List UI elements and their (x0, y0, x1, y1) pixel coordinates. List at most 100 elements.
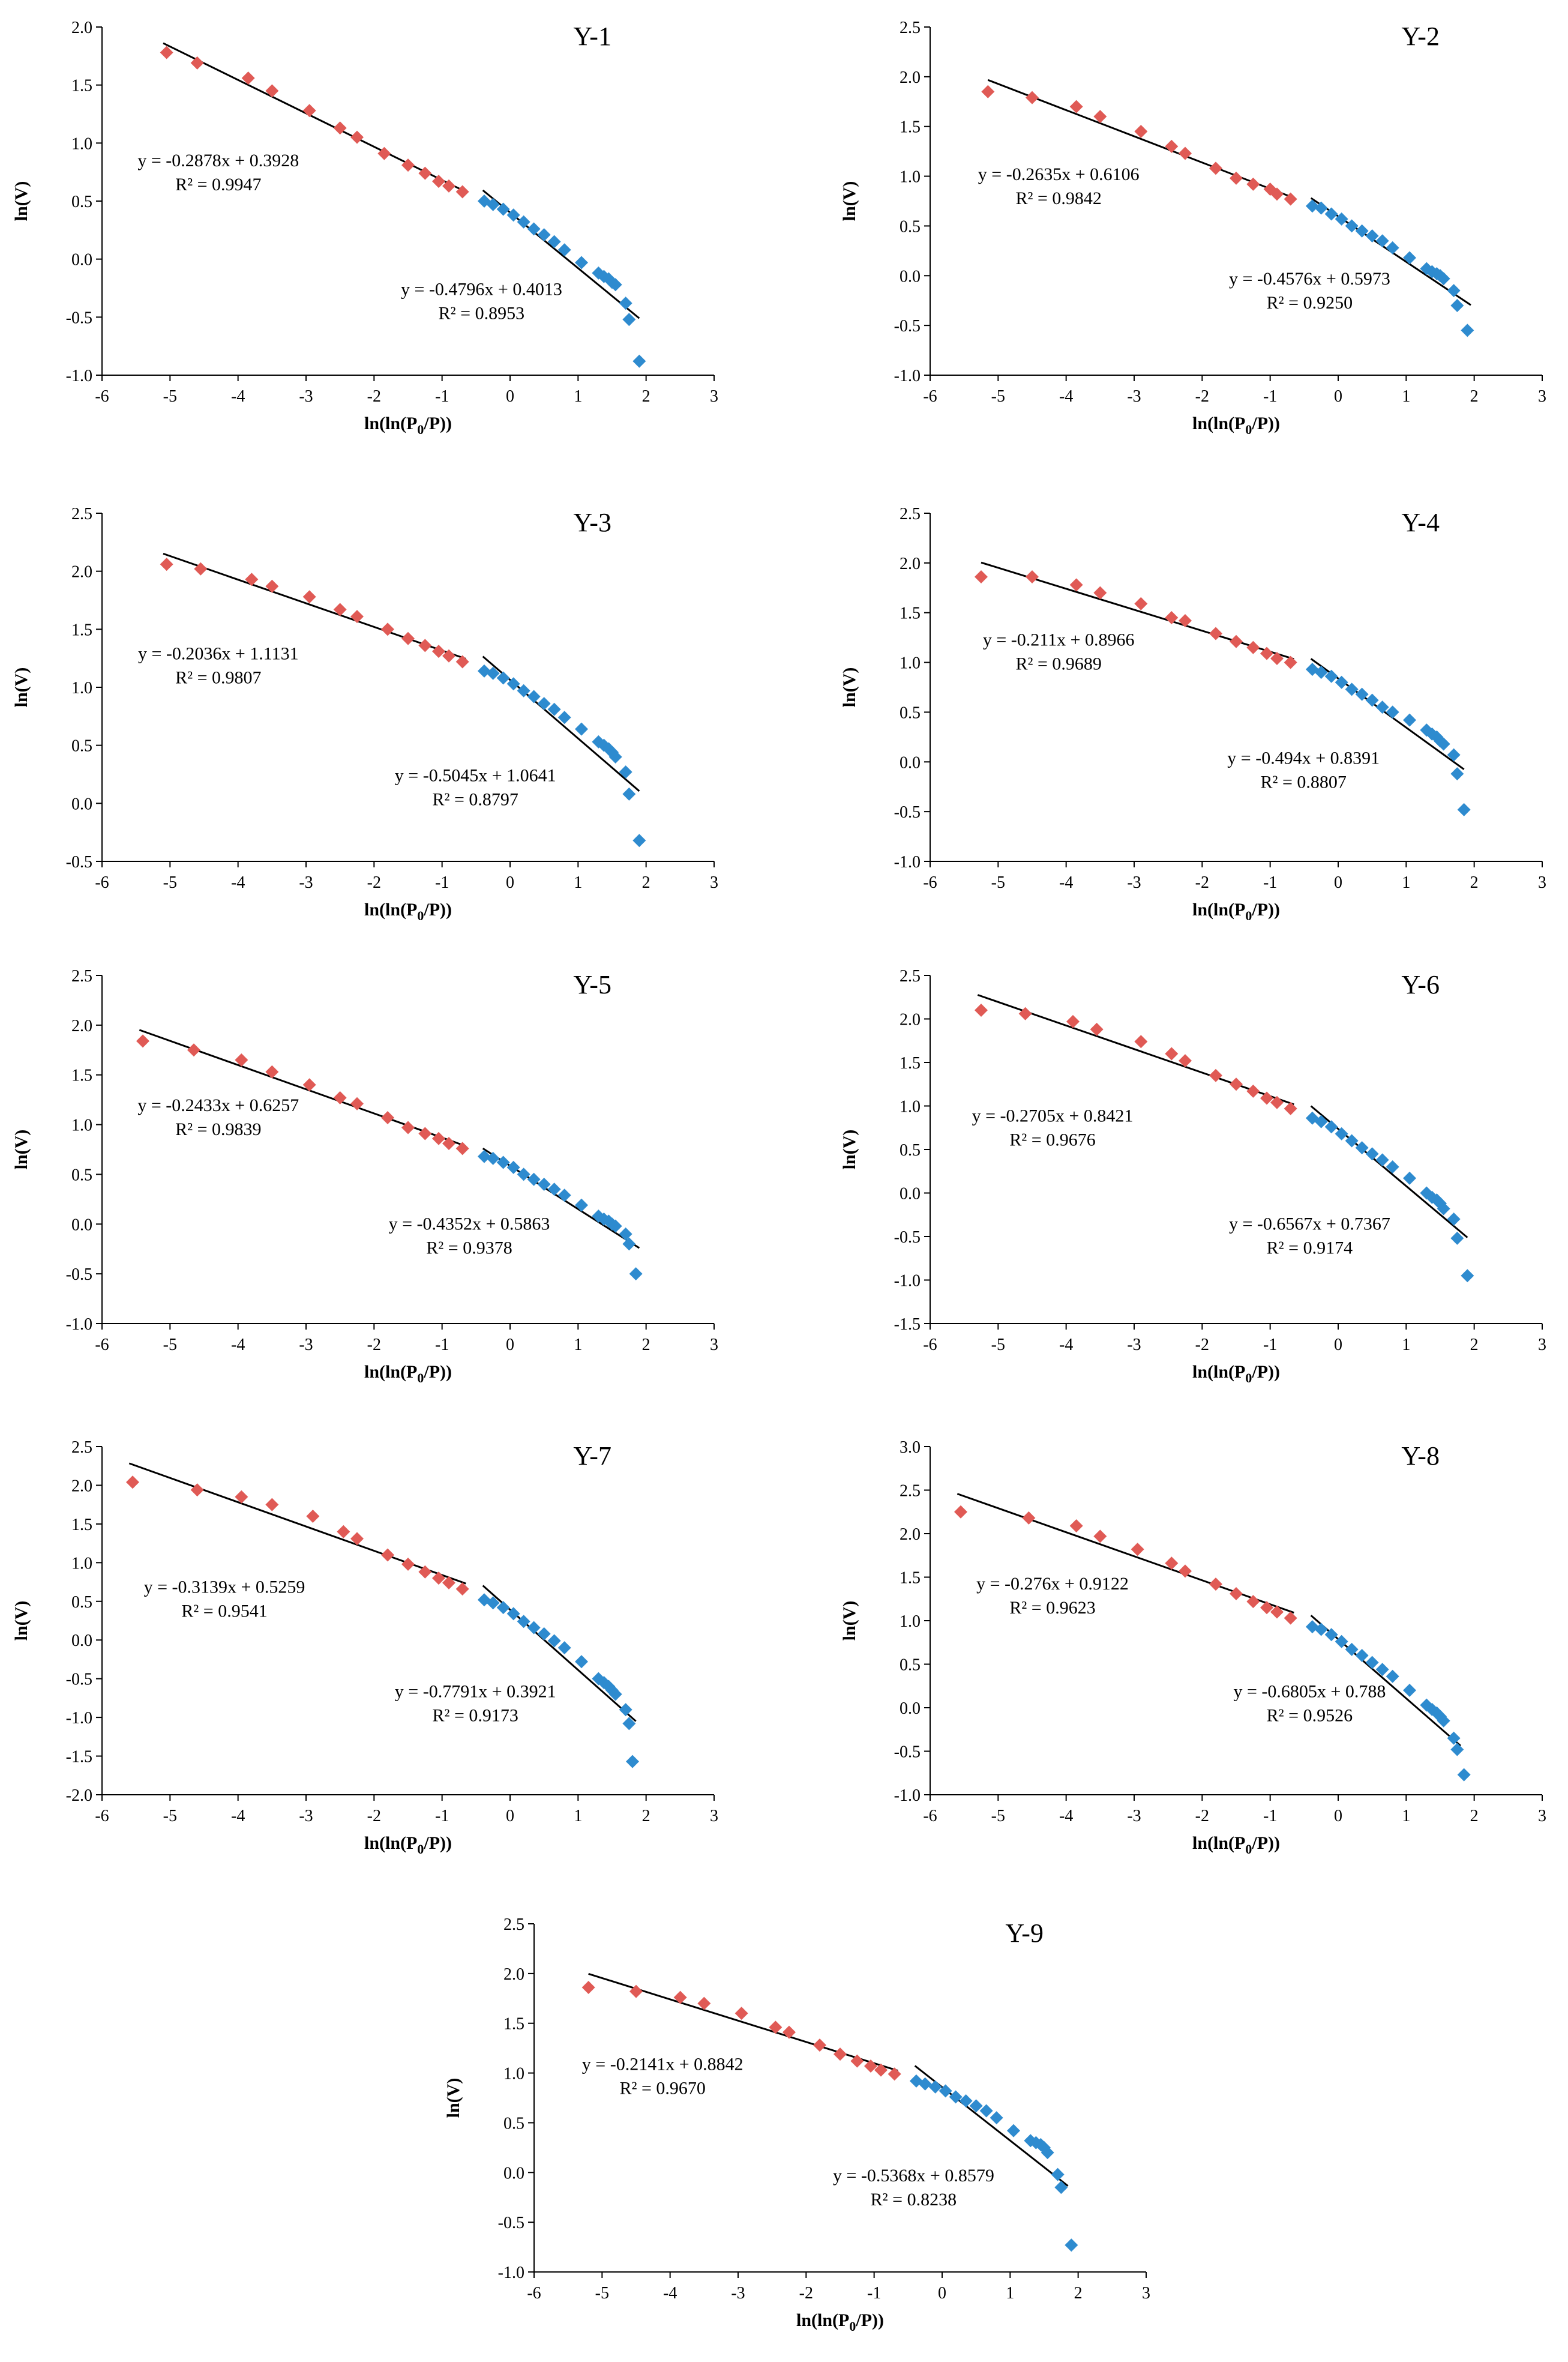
data-point-high (1403, 713, 1416, 727)
data-point-low (306, 1510, 320, 1523)
y-tick-label: 0.0 (900, 753, 921, 772)
x-axis-title-subscript: 0 (849, 2319, 856, 2334)
data-point-high (1345, 219, 1359, 233)
x-tick-label: -2 (1195, 387, 1209, 406)
data-point-low (442, 179, 455, 193)
x-tick-label: -5 (595, 2284, 609, 2303)
y-tick-label: 0.5 (71, 1593, 92, 1612)
y-tick-label: 0.5 (71, 193, 92, 211)
data-point-high (1450, 1743, 1464, 1756)
data-point-high (1051, 2168, 1065, 2181)
data-point-high (1375, 1153, 1389, 1167)
fit-r2-2: R² = 0.8807 (1260, 773, 1346, 792)
data-point-low (769, 2020, 782, 2034)
data-point-high (1447, 1731, 1461, 1745)
data-point-high (1065, 2238, 1078, 2252)
x-tick-label: -3 (1127, 873, 1141, 892)
x-tick-label: -5 (163, 1807, 177, 1825)
x-tick-label: -6 (923, 1807, 937, 1825)
data-point-high (1386, 1669, 1399, 1683)
data-point-low (265, 84, 279, 98)
data-point-high (918, 2077, 932, 2091)
data-point-high (1007, 2124, 1020, 2138)
x-axis-title-subscript: 0 (1245, 1842, 1252, 1857)
data-point-high (506, 1607, 520, 1621)
x-tick-label: 3 (1538, 1807, 1546, 1825)
y-tick-label: 1.0 (900, 1612, 921, 1631)
data-point-high (1314, 666, 1328, 679)
panel-title: Y-5 (573, 970, 611, 999)
panel-y-7: -2.0 -1.5 -1.0 -0.5 0.0 0.5 1.0 1.5 2.0 2.5 -6 -5 -4… (11, 1438, 718, 1857)
y-tick-label: 0.5 (71, 1166, 92, 1184)
panel-title: Y-4 (1401, 508, 1440, 537)
y-tick-label: 2.5 (900, 505, 921, 523)
x-tick-label: -2 (367, 873, 381, 892)
x-tick-label: 1 (1402, 1336, 1410, 1354)
y-axis-title: ln(V) (840, 1601, 859, 1641)
fit-r2-2: R² = 0.9250 (1267, 293, 1353, 313)
x-axis-title-subscript: 0 (417, 908, 424, 923)
y-tick-label: 1.5 (900, 604, 921, 623)
y-tick-label: 0.0 (900, 1699, 921, 1718)
y-tick-label: -0.5 (894, 317, 921, 336)
data-point-low (432, 1131, 445, 1145)
fit-r2-2: R² = 0.9526 (1267, 1706, 1353, 1726)
data-point-low (1022, 1511, 1036, 1525)
data-point-high (1386, 705, 1399, 719)
y-tick-label: 0.0 (71, 251, 92, 270)
x-axis-title: ln(ln(P0/P)) (364, 1833, 452, 1857)
x-tick-label: -5 (991, 1807, 1005, 1825)
y-tick-label: 0.5 (900, 1141, 921, 1160)
data-point-low (381, 622, 394, 636)
fit-r2-1: R² = 0.9689 (1015, 654, 1101, 673)
panel-y-5: -1.0 -0.5 0.0 0.5 1.0 1.5 2.0 2.5 -6 -5 -4 -3 -2 -1 0 1… (11, 967, 718, 1385)
fit-equation-1: y = -0.2433x + 0.6257 (137, 1095, 299, 1115)
y-tick-label: -0.5 (66, 1265, 92, 1284)
data-point-high (1335, 1634, 1348, 1648)
x-tick-label: -5 (991, 873, 1005, 892)
data-point-high (575, 256, 588, 270)
data-point-low (126, 1475, 139, 1489)
data-point-low (1209, 1577, 1222, 1591)
data-point-low (418, 166, 432, 180)
data-point-low (1230, 634, 1243, 648)
data-point-low (1134, 125, 1148, 138)
data-point-high (537, 228, 551, 242)
data-point-low (401, 631, 415, 645)
y-tick-label: -1.0 (894, 367, 921, 385)
x-tick-label: -5 (163, 387, 177, 406)
fit-equation-2: y = -0.5368x + 0.8579 (833, 2166, 994, 2186)
y-tick-label: 0.5 (900, 217, 921, 236)
data-point-low (1165, 1556, 1179, 1570)
data-point-high (1450, 299, 1464, 312)
y-tick-label: -1.0 (66, 1315, 92, 1334)
fit-equation-1: y = -0.276x + 0.9122 (976, 1574, 1129, 1594)
data-point-high (1437, 272, 1450, 286)
x-tick-label: -1 (1263, 873, 1277, 892)
data-point-high (1403, 1684, 1416, 1697)
fit-r2-1: R² = 0.9670 (619, 2079, 705, 2098)
data-point-low (874, 2063, 888, 2077)
data-point-high (1335, 1127, 1348, 1140)
data-point-high (527, 1621, 541, 1634)
data-point-high (1375, 1663, 1389, 1677)
data-point-low (136, 1034, 149, 1048)
data-point-low (401, 158, 415, 172)
y-axis-title: ln(V) (11, 667, 31, 708)
data-point-high (557, 1641, 571, 1655)
x-tick-label: 1 (1402, 387, 1410, 406)
x-tick-label: -3 (299, 1807, 313, 1825)
data-point-low (1209, 161, 1222, 175)
x-axis-title-rest: /P)) (1251, 414, 1280, 433)
data-point-low (1246, 1595, 1260, 1609)
y-tick-label: 2.0 (900, 68, 921, 87)
data-point-low (1246, 640, 1260, 654)
data-point-low (734, 2007, 748, 2020)
data-point-low (333, 603, 347, 616)
data-point-high (527, 1172, 541, 1186)
data-point-high (1041, 2146, 1054, 2160)
data-point-high (602, 1680, 616, 1693)
data-point-low (381, 1110, 394, 1124)
fit-equation-2: y = -0.7791x + 0.3921 (395, 1682, 556, 1702)
